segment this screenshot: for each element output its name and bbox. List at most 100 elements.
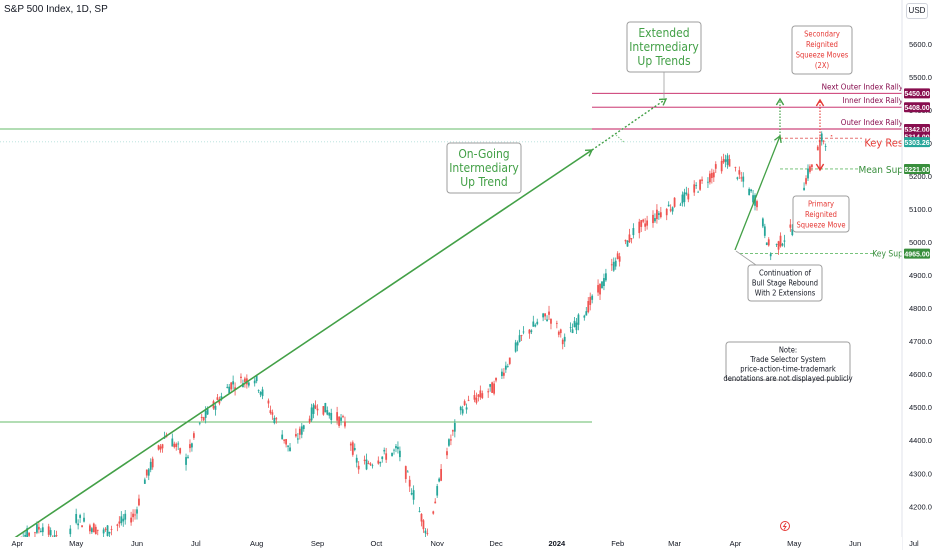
primary-squeeze-note-line: Primary: [808, 200, 834, 209]
candle-body: [451, 430, 454, 432]
ongoing-trend-note-box: [446, 142, 522, 194]
candle-body: [573, 320, 576, 328]
candle-body: [379, 462, 382, 464]
disclaimer-note-line: Trade Selector System: [749, 355, 826, 364]
candle-body: [542, 313, 545, 318]
candle-body: [134, 514, 136, 516]
candle-body: [514, 342, 517, 352]
secondary-squeeze-note-line: Reignited: [806, 40, 838, 49]
candle-body: [102, 529, 105, 534]
candle-body: [189, 444, 191, 449]
candle-body: [55, 535, 58, 537]
candle-body: [116, 524, 119, 526]
price-tag-last-bg: [904, 137, 930, 148]
candle-body: [298, 428, 301, 435]
candle-body: [638, 221, 641, 234]
y-tick-label: 5500.00: [909, 73, 932, 82]
candle-body: [777, 241, 780, 250]
candle-body: [577, 314, 580, 325]
candle-body: [369, 463, 372, 466]
candle-body: [652, 214, 654, 224]
candle-body: [49, 530, 52, 536]
y-tick-label: 5100.00: [909, 205, 932, 214]
candle-body: [669, 209, 672, 211]
candle-body: [391, 452, 393, 456]
candle-body: [659, 212, 662, 218]
candle-body: [75, 514, 78, 523]
candle-body: [395, 446, 397, 449]
candle-body: [473, 395, 476, 400]
candle-body: [255, 375, 258, 382]
candle-body: [536, 321, 539, 325]
candle-body: [830, 135, 833, 137]
candle-body: [487, 391, 490, 393]
candle-body: [465, 407, 468, 410]
candle-body: [122, 518, 125, 522]
candle-body: [769, 253, 772, 257]
candle-body: [37, 526, 40, 530]
time-axis-bg: [0, 537, 902, 550]
x-tick-label: Apr: [11, 539, 23, 548]
y-tick-label: 4500.00: [909, 403, 932, 412]
candle-body: [322, 406, 325, 415]
candle-body: [177, 443, 180, 445]
candle-body: [191, 443, 193, 448]
candle-body: [616, 253, 619, 259]
candle-body: [367, 462, 370, 464]
price-tag-last: 5303.26: [904, 140, 929, 147]
price-axis: 4200.00 4300.00 4400.00 4500.00 4600.00 4700.…: [901, 0, 932, 550]
candle-body: [791, 229, 794, 236]
candle-body: [722, 159, 725, 163]
candle-body: [614, 260, 617, 267]
candle-body: [287, 445, 289, 447]
candle-body: [26, 528, 29, 539]
candle-body: [355, 457, 358, 463]
time-axis: Apr May Jun Jul Aug Sep Oct Nov Dec 2024 Feb Mar Apr…: [0, 537, 919, 550]
candle-body: [404, 466, 407, 479]
candle-body: [161, 444, 164, 449]
candle-body: [357, 465, 360, 470]
candle-body: [493, 383, 495, 394]
candle-body: [198, 422, 201, 424]
candle-body: [726, 155, 729, 165]
candle-body: [342, 416, 344, 418]
candle-body: [90, 528, 93, 533]
candle-body: [687, 193, 690, 200]
symbol-title: S&P 500 Index, 1D, SP: [4, 4, 108, 15]
candle-body: [610, 264, 613, 266]
candle-body: [599, 283, 601, 295]
candle-body: [175, 443, 178, 447]
candle-body: [143, 479, 146, 484]
x-tick-label: Feb: [611, 539, 624, 548]
candle-body: [491, 382, 494, 393]
candle-body: [585, 311, 588, 316]
currency-button[interactable]: USD: [906, 3, 928, 19]
candle-body: [673, 197, 676, 207]
x-tick-label: Oct: [371, 539, 384, 548]
candle-body: [259, 391, 262, 395]
candle-body: [28, 532, 30, 536]
extension-dots: [615, 134, 626, 144]
candle-body: [440, 468, 443, 481]
candle-body: [436, 486, 439, 496]
candle-body: [528, 329, 531, 334]
inner-rally-label: Inner Index Rally: [843, 96, 904, 105]
candle-body: [426, 533, 429, 534]
candle-body: [399, 450, 401, 458]
price-tag-5450: 5450.00: [904, 91, 929, 98]
candle-body: [206, 408, 209, 415]
candle-body: [397, 446, 399, 450]
candle-body: [94, 526, 97, 534]
candle-body: [104, 528, 107, 530]
candle-body: [365, 459, 368, 470]
candle-body: [232, 381, 235, 385]
candle-body: [420, 513, 423, 522]
candle-body: [96, 529, 99, 531]
candle-body: [807, 168, 809, 179]
candle-body: [750, 189, 752, 192]
extended-trend-note-line: Extended: [638, 26, 689, 40]
candle-body: [147, 469, 150, 476]
candle-body: [724, 159, 727, 162]
